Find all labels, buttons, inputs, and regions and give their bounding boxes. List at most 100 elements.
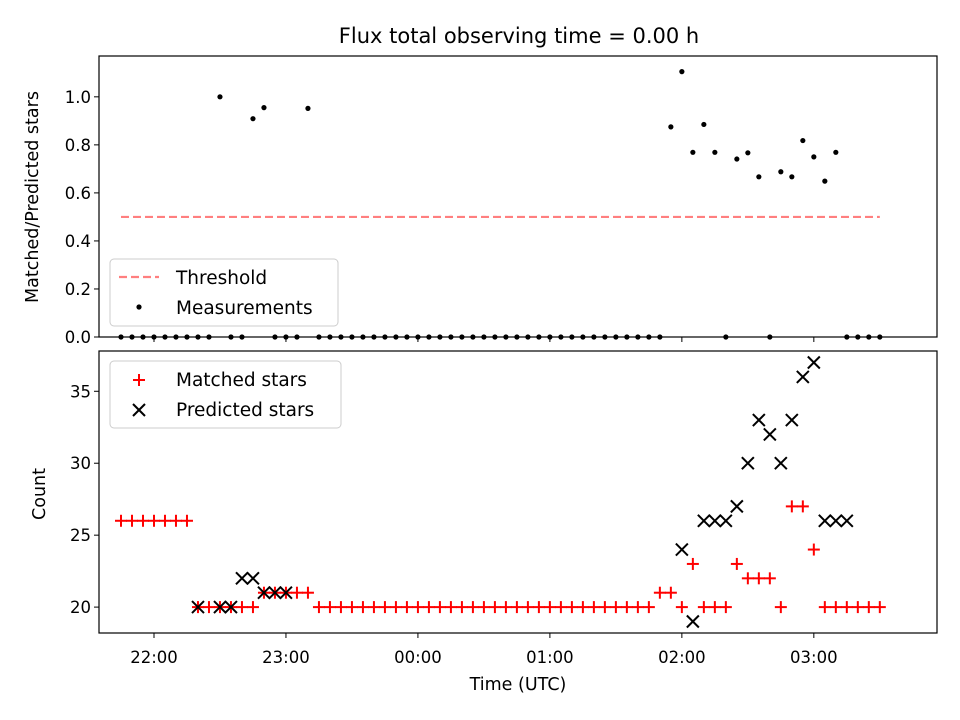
matched-star-point bbox=[114, 514, 127, 527]
measurement-point bbox=[305, 105, 311, 111]
matched-star-point bbox=[554, 601, 567, 614]
predicted-star-point bbox=[818, 514, 832, 528]
predicted-star-point bbox=[191, 600, 205, 614]
predicted-star-point bbox=[246, 571, 260, 586]
top-legend-box bbox=[109, 258, 339, 327]
matched-star-point bbox=[609, 601, 622, 614]
matched-star-point bbox=[389, 601, 402, 614]
matched-star-point bbox=[136, 514, 149, 527]
matched-star-point bbox=[862, 601, 875, 614]
matched-star-point bbox=[246, 601, 259, 614]
matched-star-point bbox=[323, 601, 336, 614]
top-y-tick-label: 0.4 bbox=[65, 232, 91, 251]
matched-star-point bbox=[444, 601, 457, 614]
matched-star-point bbox=[763, 572, 776, 585]
predicted-star-point bbox=[697, 514, 711, 528]
bottom-plot-frame bbox=[98, 350, 938, 634]
predicted-star-point bbox=[708, 514, 722, 528]
matched-star-point bbox=[774, 601, 787, 614]
predicted-star-point bbox=[741, 456, 755, 470]
measurement-point bbox=[734, 156, 740, 162]
matched-star-point bbox=[521, 601, 534, 614]
measurement-point bbox=[668, 124, 674, 130]
matched-star-point bbox=[675, 601, 688, 614]
matched-star-point bbox=[422, 601, 435, 614]
top-legend: Threshold Measurements bbox=[109, 258, 339, 327]
matched-star-point bbox=[455, 601, 468, 614]
matched-star-point bbox=[631, 601, 644, 614]
predicted-star-point bbox=[730, 499, 744, 514]
predicted-star-point bbox=[807, 355, 821, 370]
measurement-point bbox=[833, 149, 839, 155]
measurement-point bbox=[701, 121, 707, 128]
predicted-star-point bbox=[763, 427, 777, 442]
matched-star-point bbox=[543, 601, 556, 614]
matched-star-point bbox=[829, 601, 842, 614]
measurement-point bbox=[679, 69, 685, 75]
matched-star-point bbox=[730, 557, 743, 570]
predicted-star-point bbox=[719, 514, 733, 528]
predicted-star-point bbox=[686, 614, 700, 629]
x-tick-label: 03:00 bbox=[790, 648, 838, 667]
matched-star-point bbox=[719, 601, 732, 614]
top-y-tick-label: 0.8 bbox=[65, 136, 91, 155]
matched-star-point bbox=[818, 601, 831, 614]
matched-star-point bbox=[202, 601, 215, 614]
matched-star-point bbox=[796, 500, 809, 513]
measurement-point bbox=[217, 94, 223, 100]
matched-star-point bbox=[499, 601, 512, 614]
predicted-star-point bbox=[796, 370, 810, 384]
matched-star-point bbox=[752, 572, 765, 585]
matched-star-point bbox=[664, 586, 677, 599]
x-tick-label: 22:00 bbox=[130, 648, 178, 667]
matched-star-point bbox=[400, 601, 413, 614]
measurements-legend-swatch bbox=[136, 304, 142, 310]
measurement-point bbox=[800, 137, 806, 144]
matched-star-point bbox=[477, 601, 490, 614]
matched-star-point bbox=[356, 601, 369, 614]
predicted-star-point bbox=[829, 514, 843, 528]
matched-star-point bbox=[378, 601, 391, 614]
matched-star-point bbox=[180, 514, 193, 527]
predicted-star-point bbox=[224, 600, 238, 614]
measurement-point bbox=[690, 149, 696, 155]
predicted-star-point bbox=[279, 586, 293, 600]
matched-star-point bbox=[334, 601, 347, 614]
threshold-legend-label: Threshold bbox=[175, 268, 267, 289]
matched-star-point bbox=[235, 601, 248, 614]
matched-star-point bbox=[840, 601, 853, 614]
top-y-tick-label: 0.0 bbox=[65, 328, 91, 347]
bottom-legend: Matched stars Predicted stars bbox=[109, 360, 342, 429]
predicted-star-point bbox=[235, 571, 249, 586]
bottom-y-tick-label: 35 bbox=[70, 382, 91, 401]
matched-star-point bbox=[290, 586, 303, 599]
predicted-star-point bbox=[785, 413, 799, 427]
measurement-point bbox=[811, 154, 817, 160]
predicted-star-point bbox=[774, 456, 788, 470]
top-y-tick-label: 0.6 bbox=[65, 184, 91, 203]
measurement-point bbox=[778, 169, 784, 175]
x-tick-label: 01:00 bbox=[526, 648, 574, 667]
matched-star-point bbox=[642, 601, 655, 614]
measurement-point bbox=[261, 105, 267, 111]
bottom-legend-box bbox=[109, 360, 342, 429]
matched-star-point bbox=[686, 557, 699, 570]
matched-star-point bbox=[367, 601, 380, 614]
predicted-star-point bbox=[675, 542, 689, 557]
measurement-point bbox=[756, 174, 762, 180]
matched-star-point bbox=[488, 601, 501, 614]
measurements-legend-label: Measurements bbox=[176, 298, 313, 319]
x-tick-label: 00:00 bbox=[394, 648, 442, 667]
top-plot-frame bbox=[98, 55, 938, 338]
bottom-y-tick-label: 30 bbox=[70, 454, 91, 473]
matched-star-point bbox=[785, 500, 798, 513]
matched-star-point bbox=[653, 586, 666, 599]
matched-star-point bbox=[158, 514, 171, 527]
matched-star-point bbox=[433, 601, 446, 614]
top-axes: 0.0 0.2 0.4 0.6 0.8 1.0 bbox=[65, 88, 815, 347]
predicted-legend-label: Predicted stars bbox=[176, 400, 314, 421]
matched-star-point bbox=[345, 601, 358, 614]
matched-star-point bbox=[169, 514, 182, 527]
bottom-y-tick-label: 25 bbox=[70, 526, 91, 545]
